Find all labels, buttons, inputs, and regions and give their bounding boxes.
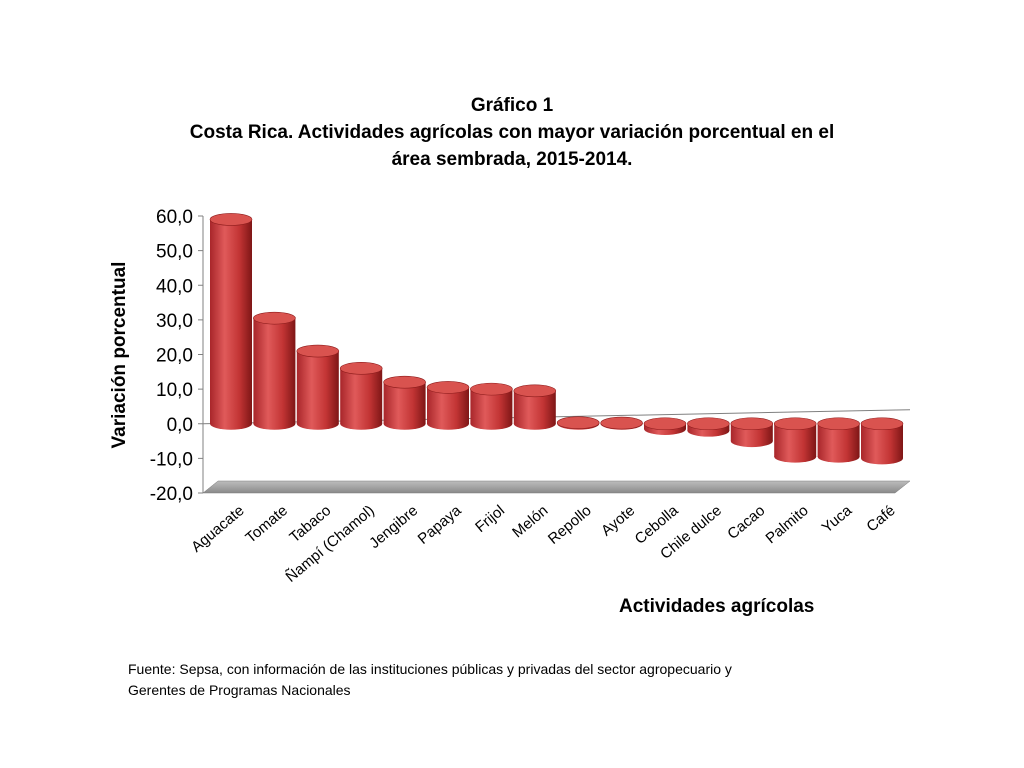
bar [296, 344, 340, 430]
bar-body [383, 382, 426, 424]
bar-top-cap [253, 311, 296, 325]
y-tick-label: 60,0 [156, 207, 193, 228]
y-tick-label: 20,0 [156, 346, 193, 367]
bar-top-cap [860, 417, 904, 431]
bar [513, 384, 557, 430]
bar-bottom-cap [513, 417, 556, 430]
bar-top-cap [643, 417, 687, 431]
floor-plane [202, 480, 911, 494]
x-axis-title: Actividades agrícolas [619, 596, 815, 617]
bar-top-cap [817, 417, 860, 431]
bar [687, 417, 730, 437]
source-line-2: Gerentes de Programas Nacionales [128, 682, 351, 698]
x-tick-label: Repollo [545, 502, 595, 548]
bar-top-cap [600, 416, 643, 430]
bar [860, 417, 904, 465]
bar [730, 417, 774, 448]
bar-bottom-cap [253, 417, 296, 430]
x-tick-label: Palmito [763, 502, 812, 547]
y-tick-label: 10,0 [156, 380, 193, 401]
y-tick-label: 40,0 [156, 276, 193, 297]
bar [773, 417, 817, 463]
bar-body [210, 219, 252, 424]
bar [643, 417, 687, 435]
bar-bottom-cap [210, 417, 252, 430]
x-tick-label: Aguacate [188, 502, 247, 556]
bar-top-cap [513, 384, 557, 398]
bar-top-cap [470, 382, 513, 396]
bar-top-cap [339, 362, 383, 375]
bar-bottom-cap [383, 417, 426, 430]
bar [383, 375, 426, 430]
bar-bottom-cap [340, 417, 383, 430]
bar-top-cap [209, 213, 253, 226]
y-tick-label: 50,0 [156, 242, 193, 263]
bar-bottom-cap [296, 417, 339, 430]
bar [339, 362, 383, 430]
x-tick-label: Frijol [472, 502, 508, 536]
bar [470, 382, 513, 430]
bar [556, 416, 600, 430]
source-line-1: Fuente: Sepsa, con información de las in… [128, 661, 732, 677]
chart-title-line-1: Gráfico 1 [470, 95, 554, 116]
bar [426, 381, 470, 430]
bar-top-cap [773, 417, 817, 431]
bar-top-cap [426, 381, 470, 394]
bar-body [253, 318, 296, 424]
bar [209, 213, 253, 430]
bar [253, 311, 296, 430]
bar-top-cap [296, 344, 340, 358]
y-tick-label: 0,0 [167, 415, 193, 436]
y-tick-label: -20,0 [150, 484, 193, 505]
bar-bottom-cap [470, 417, 513, 430]
x-tick-label: Café [863, 502, 898, 535]
bars [209, 213, 904, 465]
x-tick-label: Tomate [242, 502, 291, 547]
chart-floor [202, 480, 911, 494]
x-tick-label: Cacao [724, 502, 768, 543]
bar-bottom-cap [730, 435, 773, 448]
x-tick-label: Jengibre [366, 502, 421, 552]
bar-top-cap [730, 417, 774, 431]
bar-bottom-cap [427, 417, 469, 430]
bar-bottom-cap [774, 450, 817, 463]
chart-title-line-2: Costa Rica. Actividades agrícolas con ma… [189, 122, 835, 143]
bar-body [296, 351, 339, 424]
bar-bottom-cap [861, 452, 903, 465]
x-tick-label: Yuca [819, 502, 856, 537]
bar-top-cap [556, 416, 600, 430]
bar-bottom-cap [817, 450, 860, 463]
bar [817, 417, 860, 463]
y-tick-label: 30,0 [156, 311, 193, 332]
x-tick-label: Papaya [415, 502, 465, 548]
y-axis-title: Variación porcentual [109, 261, 130, 449]
bar-top-cap [383, 375, 426, 389]
bar-body [340, 368, 383, 424]
bar-top-cap [687, 417, 730, 431]
chart-title-line-3: área sembrada, 2015-2014. [391, 149, 633, 170]
y-tick-label: -10,0 [150, 449, 193, 470]
bar [600, 416, 643, 430]
